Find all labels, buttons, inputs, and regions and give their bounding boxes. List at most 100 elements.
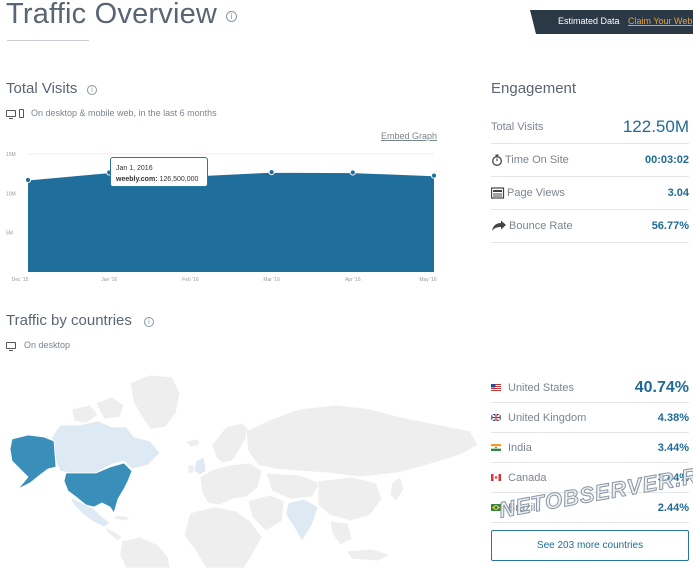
map-southeast-asia[interactable] xyxy=(329,520,353,546)
map-cuba[interactable] xyxy=(113,514,131,522)
country-name: United Kingdom xyxy=(508,411,587,424)
chart-y-tick-label: 5M xyxy=(6,231,13,237)
chart-y-tick-label: 15M xyxy=(6,152,16,158)
engagement-label-wrap: Page Views xyxy=(491,187,565,199)
country-name: United States xyxy=(508,381,575,394)
map-greenland[interactable] xyxy=(129,374,181,430)
country-name: Canada xyxy=(508,471,547,484)
map-south-america[interactable] xyxy=(119,536,171,568)
countries-title: Traffic by countries xyxy=(6,312,132,329)
total-visits-title: Total Visits xyxy=(6,80,78,97)
brazil-flag-icon xyxy=(491,504,501,511)
engagement-value: 122.50M xyxy=(622,117,689,136)
title-underline xyxy=(7,40,89,41)
map-united-states[interactable] xyxy=(63,462,133,514)
chart-point[interactable] xyxy=(349,169,356,176)
see-more-countries-button[interactable]: See 203 more countries xyxy=(491,530,689,561)
map-africa[interactable] xyxy=(183,506,263,568)
chart-line xyxy=(27,171,435,181)
country-name-wrap: United States xyxy=(491,382,574,394)
map-scandinavia[interactable] xyxy=(211,422,251,464)
map-europe[interactable] xyxy=(199,462,263,506)
total-visits-info-icon[interactable]: i xyxy=(87,85,97,95)
chart-x-tick-label: Feb '16 xyxy=(182,277,199,283)
total-visits-chart: 15M 10M 5M Dec '15 Jan '16 Feb '16 Mar '16 Apr … xyxy=(6,152,438,283)
engagement-label: Time On Site xyxy=(505,154,569,166)
tooltip-value: 126,500,000 xyxy=(159,176,199,183)
page-title: Traffic Overview xyxy=(6,0,218,30)
chart-x-tick-label: May '16 xyxy=(419,277,437,283)
chart-area xyxy=(28,172,434,272)
uk-flag-icon xyxy=(491,414,501,421)
map-arctic-islands-2[interactable] xyxy=(71,404,99,424)
map-ireland[interactable] xyxy=(187,464,195,474)
country-row-united-kingdom[interactable]: United Kingdom 4.38% xyxy=(491,403,689,433)
claim-website-link[interactable]: Claim Your Web xyxy=(628,16,693,26)
map-japan[interactable] xyxy=(389,476,405,502)
map-mexico[interactable] xyxy=(69,496,111,528)
engagement-label-wrap: Time On Site xyxy=(491,154,569,166)
desktop-icon xyxy=(6,109,16,119)
chart-x-tick-label: Dec '15 xyxy=(12,277,29,283)
total-visits-subtitle-text: On desktop & mobile web, in the last 6 m… xyxy=(31,108,217,118)
map-united-kingdom[interactable] xyxy=(193,456,207,476)
engagement-value: 56.77% xyxy=(651,220,689,232)
mobile-icon xyxy=(19,108,24,118)
country-row-canada[interactable]: Canada 3.44% xyxy=(491,463,689,493)
country-name-wrap: Brazil xyxy=(491,502,536,514)
estimated-data-label: Estimated Data xyxy=(558,16,620,26)
canada-flag-icon xyxy=(491,474,501,481)
title-info-icon[interactable]: i xyxy=(226,11,237,22)
chart-tooltip: Jan 1, 2016 weebly.com: 126,500,000 xyxy=(110,157,208,187)
country-name-wrap: United Kingdom xyxy=(491,412,586,424)
total-visits-subtitle: On desktop & mobile web, in the last 6 m… xyxy=(6,108,217,119)
chart-point[interactable] xyxy=(268,168,275,176)
bounce-arrow-icon xyxy=(492,220,506,231)
country-name-wrap: Canada xyxy=(491,472,547,484)
tooltip-site: weebly.com: xyxy=(116,176,158,183)
map-iceland[interactable] xyxy=(185,438,201,448)
country-share: 40.74% xyxy=(634,378,689,396)
chart-point[interactable] xyxy=(24,176,32,184)
estimated-data-banner xyxy=(530,10,693,34)
country-share: 3.44% xyxy=(657,471,689,484)
country-name: Brazil xyxy=(508,501,536,514)
pages-icon xyxy=(491,187,505,199)
chart-x-tick-label: Jan '16 xyxy=(101,277,117,283)
map-central-america[interactable] xyxy=(102,526,123,542)
chart-point[interactable] xyxy=(430,172,438,179)
engagement-row-total-visits: Total Visits 122.50M xyxy=(491,111,689,144)
engagement-row-bounce-rate: Bounce Rate 56.77% xyxy=(491,210,689,243)
map-central-asia[interactable] xyxy=(265,472,321,500)
map-china[interactable] xyxy=(317,476,383,522)
countries-subtitle-text: On desktop xyxy=(24,340,71,350)
map-middle-east[interactable] xyxy=(247,494,285,532)
map-russia[interactable] xyxy=(245,404,479,478)
country-share: 2.44% xyxy=(657,501,689,514)
map-arctic-islands[interactable] xyxy=(95,396,125,420)
chart-y-tick-label: 10M xyxy=(6,191,16,197)
country-name: India xyxy=(508,441,532,454)
countries-subtitle: On desktop xyxy=(6,340,71,351)
engagement-row-time-on-site: Time On Site 00:03:02 xyxy=(491,144,689,177)
world-map xyxy=(9,374,479,568)
embed-graph-link[interactable]: Embed Graph xyxy=(381,131,438,141)
chart-x-tick-label: Mar '16 xyxy=(263,277,280,283)
engagement-value: 3.04 xyxy=(667,187,689,199)
country-row-united-states[interactable]: United States 40.74% xyxy=(491,373,689,403)
map-alaska[interactable] xyxy=(9,434,57,490)
country-row-india[interactable]: India 3.44% xyxy=(491,433,689,463)
engagement-title: Engagement xyxy=(491,80,577,97)
engagement-label-wrap: Bounce Rate xyxy=(491,220,573,232)
india-flag-icon xyxy=(491,444,501,451)
map-indonesia[interactable] xyxy=(345,548,392,562)
engagement-row-page-views: Page Views 3.04 xyxy=(491,177,689,210)
country-name-wrap: India xyxy=(491,442,532,454)
country-row-brazil[interactable]: Brazil 2.44% xyxy=(491,493,689,523)
engagement-label: Total Visits xyxy=(491,121,544,133)
countries-info-icon[interactable]: i xyxy=(144,317,154,327)
map-canada[interactable] xyxy=(51,420,161,474)
map-india[interactable] xyxy=(285,498,319,542)
country-share: 3.44% xyxy=(657,441,689,454)
chart-x-tick-label: Apr '16 xyxy=(345,277,361,283)
